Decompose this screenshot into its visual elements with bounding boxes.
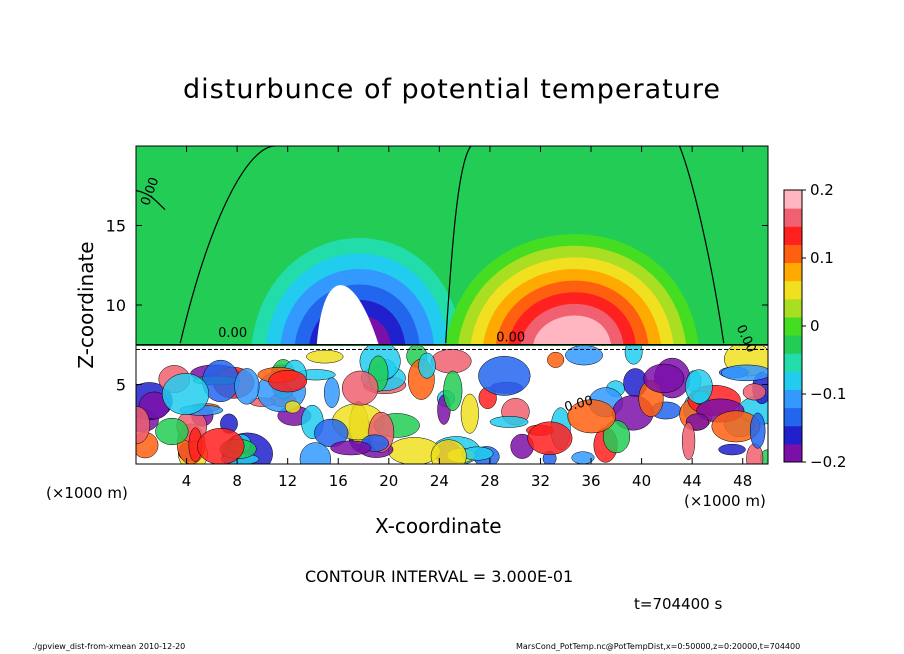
turbulent-cell (234, 368, 260, 405)
boundary-layer (136, 346, 768, 464)
footer-file-info: MarsCond_PotTemp.nc@PotTempDist,x=0:5000… (516, 642, 801, 651)
colorbar-swatch (784, 226, 802, 245)
x-tick-label: 44 (683, 472, 702, 490)
y-axis-label: Z-coordinate (74, 241, 98, 369)
colorbar-tick-label: −0.2 (810, 453, 846, 471)
turbulent-cell (268, 369, 308, 393)
x-tick-label: 8 (232, 472, 242, 490)
x-axis-unit-right: (×1000 m) (684, 492, 766, 510)
turbulent-cell (330, 440, 372, 456)
x-tick-label: 28 (480, 472, 499, 490)
colorbar-swatch (784, 389, 802, 409)
turbulent-cell (430, 348, 472, 374)
colorbar-tick-label: −0.1 (810, 385, 846, 403)
contour-interval-note: CONTOUR INTERVAL = 3.000E-01 (305, 567, 574, 586)
colorbar-swatch (784, 443, 802, 463)
x-tick-label: 36 (581, 472, 600, 490)
chart-title: disturbunce of potential temperature (183, 74, 721, 105)
zero-contour (179, 146, 276, 344)
turbulent-cell (443, 370, 463, 411)
turbulent-cell (323, 377, 340, 408)
turbulent-cell (685, 369, 713, 404)
footer-script-info: ./gpview_dist-from-xmean 2010-12-20 (32, 642, 186, 651)
turbulent-cell (547, 351, 565, 368)
plume-band (533, 315, 612, 345)
colorbar-swatch (784, 208, 802, 227)
x-tick-label: 12 (278, 472, 297, 490)
x-tick-label: 16 (329, 472, 348, 490)
turbulent-cell (602, 420, 631, 454)
colorbar-swatch (784, 316, 802, 336)
turbulent-cell (749, 412, 766, 449)
turbulent-cell (306, 349, 344, 364)
turbulent-cell (643, 363, 685, 394)
colorbar-swatch (784, 407, 802, 427)
turbulent-cell (746, 443, 764, 464)
colorbar-swatch (784, 190, 802, 209)
colorbar-tick-label: 0.2 (810, 181, 834, 199)
turbulent-cell (161, 373, 210, 415)
x-tick-label: 24 (430, 472, 449, 490)
x-axis-unit-left: (×1000 m) (46, 484, 128, 502)
zero-contour (678, 146, 725, 344)
colorbar-swatch (784, 353, 802, 372)
turbulent-cell (299, 442, 332, 464)
turbulent-cell (478, 356, 531, 396)
y-tick-label: 15 (106, 217, 126, 236)
turbulent-cell (721, 364, 768, 382)
turbulent-cell (197, 427, 245, 464)
plot-area: 0.000.00 0.000.000.00 (136, 146, 768, 464)
colorbar-swatch (784, 262, 802, 282)
x-tick-label: 4 (182, 472, 192, 490)
x-tick-label: 32 (531, 472, 550, 490)
turbulent-cell (489, 416, 529, 428)
turbulent-cell (567, 399, 616, 434)
y-tick-label: 10 (106, 296, 126, 315)
colorbar-swatch (784, 335, 802, 354)
contour-label: 0.00 (496, 331, 525, 346)
positive-plume (445, 234, 699, 345)
negative-plume-core (316, 285, 379, 345)
x-tick-label: 20 (379, 472, 398, 490)
turbulent-cell (718, 443, 746, 456)
turbulent-cell (681, 422, 696, 461)
colorbar-tick-label: 0 (810, 317, 820, 335)
turbulent-cell (284, 400, 301, 414)
colorbar-swatch (784, 280, 802, 300)
x-axis-label: X-coordinate (375, 514, 502, 538)
turbulent-cell (565, 346, 603, 366)
y-tick-label: 5 (116, 376, 126, 395)
turbulent-cell (460, 393, 479, 434)
colorbar-swatch (784, 425, 802, 445)
zero-contour (136, 189, 166, 211)
colorbar-swatch (784, 298, 802, 318)
x-axis: 4 8 12 16 20 24 28 32 36 40 44 48 (182, 146, 752, 490)
zero-contour (445, 146, 472, 344)
contour-label: 0.00 (563, 393, 595, 415)
colorbar-tick-label: 0.1 (810, 249, 834, 267)
turbulent-cell (742, 383, 766, 401)
x-tick-label: 40 (632, 472, 651, 490)
turbulent-cell (136, 406, 151, 444)
turbulent-cell (461, 446, 494, 461)
turbulent-cell (527, 421, 573, 455)
turbulent-cell (341, 370, 379, 406)
turbulent-cell (430, 439, 467, 464)
turbulent-cell (155, 417, 189, 446)
time-stamp: t=704400 s (634, 595, 723, 613)
colorbar-swatch (784, 244, 802, 264)
turbulent-cell (418, 352, 436, 379)
colorbar-swatch (784, 371, 802, 390)
y-axis: 5 10 15 (106, 217, 768, 395)
x-tick-label: 48 (733, 472, 752, 490)
turbulent-cell (624, 346, 643, 365)
contour-label: 0.00 (218, 326, 247, 341)
colorbar: 0.2 0.1 0 −0.1 −0.2 (783, 181, 846, 471)
